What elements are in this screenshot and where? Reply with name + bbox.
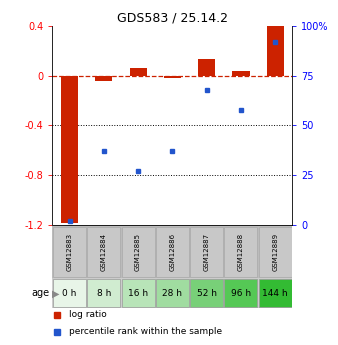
Bar: [95, 76, 113, 81]
Bar: [267, 26, 284, 76]
Bar: [53, 227, 86, 277]
Text: percentile rank within the sample: percentile rank within the sample: [69, 327, 222, 336]
Bar: [61, 76, 78, 223]
Bar: [129, 68, 147, 76]
Bar: [224, 227, 258, 277]
Bar: [156, 279, 189, 307]
Text: GSM12887: GSM12887: [204, 233, 210, 271]
Bar: [190, 279, 223, 307]
Bar: [233, 71, 249, 76]
Bar: [190, 227, 223, 277]
Bar: [259, 227, 292, 277]
Bar: [122, 227, 154, 277]
Text: 96 h: 96 h: [231, 289, 251, 298]
Bar: [122, 279, 154, 307]
Text: 52 h: 52 h: [197, 289, 217, 298]
Text: GSM12889: GSM12889: [272, 233, 278, 271]
Text: log ratio: log ratio: [69, 310, 107, 319]
Bar: [164, 76, 181, 78]
Text: 144 h: 144 h: [262, 289, 288, 298]
Text: GSM12885: GSM12885: [135, 233, 141, 271]
Bar: [87, 227, 120, 277]
Text: 8 h: 8 h: [97, 289, 111, 298]
Bar: [224, 279, 258, 307]
Text: age: age: [31, 288, 49, 298]
Title: GDS583 / 25.14.2: GDS583 / 25.14.2: [117, 12, 228, 25]
Text: GSM12884: GSM12884: [101, 233, 107, 271]
Text: ▶: ▶: [52, 288, 59, 298]
Bar: [87, 279, 120, 307]
Bar: [53, 279, 86, 307]
Text: 16 h: 16 h: [128, 289, 148, 298]
Text: GSM12883: GSM12883: [67, 233, 73, 271]
Text: GSM12888: GSM12888: [238, 233, 244, 271]
Text: 28 h: 28 h: [162, 289, 183, 298]
Text: 0 h: 0 h: [62, 289, 77, 298]
Bar: [156, 227, 189, 277]
Bar: [198, 59, 215, 76]
Text: GSM12886: GSM12886: [169, 233, 175, 271]
Bar: [259, 279, 292, 307]
